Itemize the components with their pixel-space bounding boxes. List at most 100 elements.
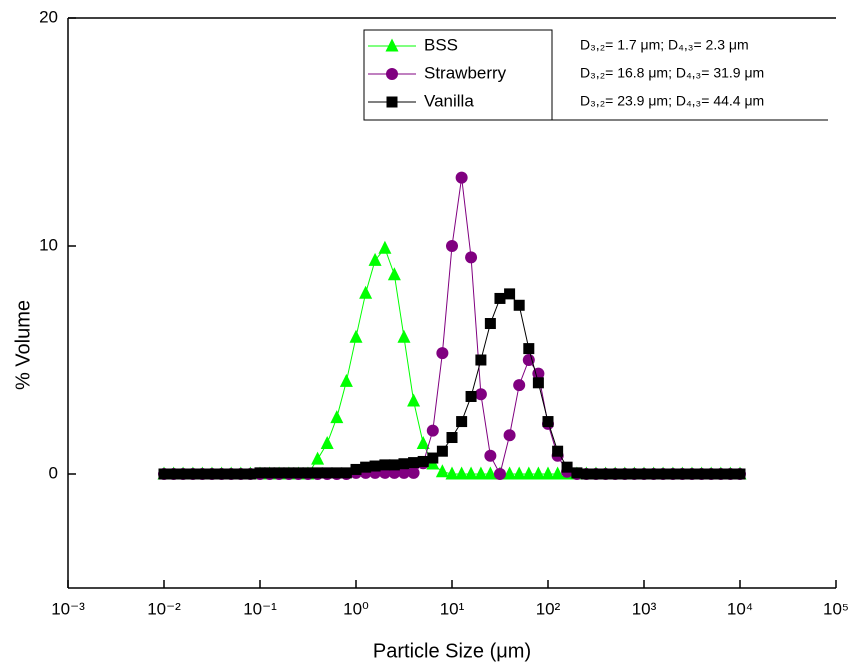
data-point bbox=[561, 461, 573, 473]
data-point bbox=[417, 455, 429, 467]
data-point bbox=[196, 468, 208, 480]
data-point bbox=[349, 329, 363, 343]
data-point bbox=[531, 466, 545, 480]
legend-label: Vanilla bbox=[424, 91, 474, 110]
data-point bbox=[311, 451, 325, 465]
data-point bbox=[273, 467, 285, 479]
data-point bbox=[397, 466, 410, 479]
data-point bbox=[408, 457, 420, 469]
data-point bbox=[292, 467, 304, 479]
x-tick-label: 10³ bbox=[632, 599, 657, 618]
data-point bbox=[475, 354, 487, 366]
data-point bbox=[541, 466, 555, 480]
legend-marker bbox=[386, 68, 398, 80]
data-point bbox=[705, 468, 717, 480]
annotation: D₃,₂= 16.8 μm; D₄,₃= 31.9 μm bbox=[580, 65, 764, 81]
data-point bbox=[734, 468, 746, 480]
data-point bbox=[474, 388, 487, 401]
data-point bbox=[321, 467, 333, 479]
data-point bbox=[667, 468, 679, 480]
data-point bbox=[484, 449, 497, 462]
data-point bbox=[388, 459, 400, 471]
data-point bbox=[235, 468, 247, 480]
data-point bbox=[696, 468, 708, 480]
data-point bbox=[407, 466, 420, 479]
data-point bbox=[513, 379, 526, 392]
legend-marker bbox=[385, 38, 399, 52]
data-point bbox=[503, 429, 516, 442]
data-point bbox=[455, 466, 469, 480]
data-point bbox=[638, 468, 650, 480]
data-point bbox=[187, 468, 199, 480]
data-point bbox=[339, 373, 353, 387]
data-point bbox=[369, 460, 381, 472]
data-point bbox=[512, 466, 526, 480]
y-axis-label: % Volume bbox=[12, 300, 34, 390]
x-tick-label: 10⁻² bbox=[147, 599, 181, 618]
series-line bbox=[164, 177, 740, 476]
data-point bbox=[551, 466, 565, 480]
data-point bbox=[715, 468, 727, 480]
data-point bbox=[368, 252, 382, 266]
data-point bbox=[648, 468, 660, 480]
data-point bbox=[455, 171, 468, 184]
data-point bbox=[657, 468, 669, 480]
data-point bbox=[494, 292, 506, 304]
data-point bbox=[436, 347, 449, 360]
data-point bbox=[484, 318, 496, 330]
legend-marker bbox=[386, 96, 398, 108]
data-point bbox=[330, 410, 344, 424]
data-point bbox=[676, 468, 688, 480]
annotation: D₃,₂= 23.9 μm; D₄,₃= 44.4 μm bbox=[580, 93, 764, 109]
annotation: D₃,₂= 1.7 μm; D₄,₃= 2.3 μm bbox=[580, 37, 749, 53]
data-point bbox=[465, 251, 478, 264]
data-point bbox=[264, 467, 276, 479]
data-point bbox=[158, 468, 170, 480]
data-point bbox=[177, 468, 189, 480]
data-point bbox=[331, 467, 343, 479]
data-point bbox=[464, 466, 478, 480]
data-point bbox=[312, 467, 324, 479]
x-tick-label: 10² bbox=[536, 599, 561, 618]
x-tick-label: 10⁰ bbox=[343, 599, 369, 618]
data-point bbox=[446, 432, 458, 444]
data-point bbox=[446, 240, 458, 252]
y-tick-label: 20 bbox=[39, 7, 58, 26]
data-point bbox=[552, 445, 564, 457]
series-line bbox=[164, 293, 740, 475]
x-tick-label: 10⁻¹ bbox=[243, 599, 277, 618]
data-point bbox=[244, 468, 256, 480]
data-point bbox=[320, 435, 334, 449]
data-point bbox=[387, 267, 401, 281]
data-point bbox=[456, 416, 468, 428]
data-point bbox=[254, 467, 266, 479]
x-tick-label: 10⁵ bbox=[823, 599, 849, 618]
data-point bbox=[397, 329, 411, 343]
data-point bbox=[474, 466, 488, 480]
data-point bbox=[416, 435, 430, 449]
x-tick-label: 10⁻³ bbox=[51, 599, 85, 618]
data-point bbox=[302, 467, 314, 479]
data-point bbox=[522, 354, 535, 366]
data-point bbox=[619, 468, 631, 480]
data-point bbox=[483, 466, 497, 480]
data-point bbox=[590, 468, 602, 480]
data-point bbox=[600, 468, 612, 480]
data-point bbox=[168, 468, 180, 480]
data-point bbox=[283, 467, 295, 479]
data-point bbox=[493, 468, 506, 480]
data-point bbox=[542, 416, 554, 428]
data-point bbox=[435, 464, 449, 478]
x-tick-label: 10¹ bbox=[440, 599, 465, 618]
data-point bbox=[523, 343, 535, 355]
data-point bbox=[504, 288, 516, 300]
data-point bbox=[445, 466, 459, 480]
y-tick-label: 10 bbox=[39, 235, 58, 254]
data-point bbox=[724, 468, 736, 480]
data-point bbox=[628, 468, 640, 480]
data-point bbox=[436, 445, 448, 457]
data-point bbox=[407, 393, 421, 407]
y-tick-label: 0 bbox=[49, 463, 58, 482]
data-point bbox=[360, 461, 372, 473]
data-point bbox=[398, 458, 410, 470]
